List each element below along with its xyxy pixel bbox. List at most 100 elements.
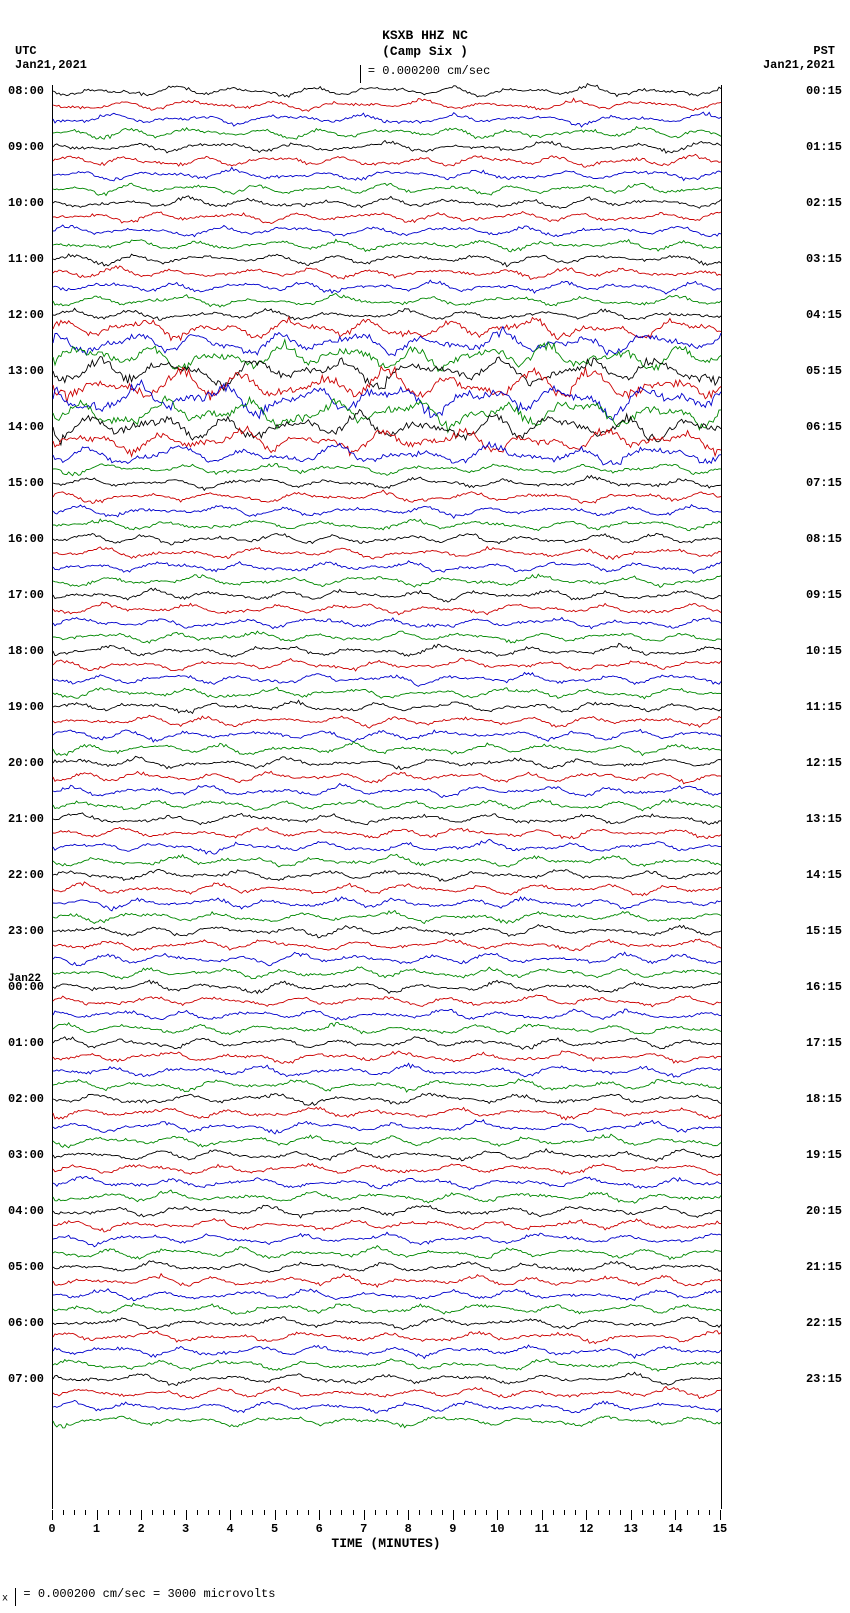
x-tick-minor xyxy=(174,1510,175,1515)
left-time-label: 02:00 xyxy=(8,1092,44,1106)
x-axis-title: TIME (MINUTES) xyxy=(52,1536,720,1551)
x-tick-minor xyxy=(63,1510,64,1515)
x-tick-minor xyxy=(152,1510,153,1515)
left-time-label: 22:00 xyxy=(8,868,44,882)
x-tick-minor xyxy=(119,1510,120,1515)
right-timezone: PST xyxy=(813,44,835,58)
left-time-label: 04:00 xyxy=(8,1204,44,1218)
scale-text: = 0.000200 cm/sec xyxy=(368,64,490,78)
left-time-label: 10:00 xyxy=(8,196,44,210)
x-tick-label: 0 xyxy=(48,1522,55,1536)
x-tick-minor xyxy=(219,1510,220,1515)
left-time-label: 14:00 xyxy=(8,420,44,434)
left-time-label: 05:00 xyxy=(8,1260,44,1274)
x-tick-major xyxy=(675,1510,676,1520)
left-time-label: 07:00 xyxy=(8,1372,44,1386)
x-tick-minor xyxy=(508,1510,509,1515)
x-tick-label: 11 xyxy=(535,1522,549,1536)
left-date: Jan21,2021 xyxy=(15,58,87,72)
right-time-label: 07:15 xyxy=(806,476,842,490)
left-time-label: 23:00 xyxy=(8,924,44,938)
x-tick-minor xyxy=(664,1510,665,1515)
left-time-label: 08:00 xyxy=(8,84,44,98)
right-time-label: 12:15 xyxy=(806,756,842,770)
seismogram-container: KSXB HHZ NC (Camp Six ) = 0.000200 cm/se… xyxy=(0,0,850,1613)
right-time-label: 14:15 xyxy=(806,868,842,882)
right-time-label: 08:15 xyxy=(806,532,842,546)
x-tick-minor xyxy=(486,1510,487,1515)
x-tick-major xyxy=(97,1510,98,1520)
x-tick-major xyxy=(319,1510,320,1520)
right-time-label: 03:15 xyxy=(806,252,842,266)
right-time-label: 22:15 xyxy=(806,1316,842,1330)
right-date: Jan21,2021 xyxy=(763,58,835,72)
x-tick-major xyxy=(408,1510,409,1520)
station-code: KSXB HHZ NC xyxy=(0,28,850,43)
right-time-label: 04:15 xyxy=(806,308,842,322)
trace-row xyxy=(53,85,721,1509)
x-tick-label: 4 xyxy=(227,1522,234,1536)
x-tick-minor xyxy=(431,1510,432,1515)
left-timezone: UTC xyxy=(15,44,37,58)
x-tick-label: 1 xyxy=(93,1522,100,1536)
x-tick-minor xyxy=(297,1510,298,1515)
left-time-label: 00:00 xyxy=(8,980,44,994)
x-tick-minor xyxy=(375,1510,376,1515)
x-tick-minor xyxy=(130,1510,131,1515)
left-time-label: 17:00 xyxy=(8,588,44,602)
x-tick-major xyxy=(364,1510,365,1520)
x-tick-minor xyxy=(252,1510,253,1515)
station-location: (Camp Six ) xyxy=(0,44,850,59)
right-time-label: 13:15 xyxy=(806,812,842,826)
x-tick-minor xyxy=(709,1510,710,1515)
left-time-label: 03:00 xyxy=(8,1148,44,1162)
x-tick-minor xyxy=(74,1510,75,1515)
x-tick-minor xyxy=(286,1510,287,1515)
x-tick-minor xyxy=(520,1510,521,1515)
x-tick-label: 15 xyxy=(713,1522,727,1536)
right-time-label: 06:15 xyxy=(806,420,842,434)
left-time-label: 15:00 xyxy=(8,476,44,490)
x-tick-major xyxy=(542,1510,543,1520)
x-tick-minor xyxy=(163,1510,164,1515)
x-tick-label: 12 xyxy=(579,1522,593,1536)
scale-indicator: = 0.000200 cm/sec xyxy=(0,62,850,80)
left-time-label: 20:00 xyxy=(8,756,44,770)
x-tick-minor xyxy=(598,1510,599,1515)
x-tick-minor xyxy=(575,1510,576,1515)
x-tick-major xyxy=(720,1510,721,1520)
x-tick-minor xyxy=(108,1510,109,1515)
x-axis: TIME (MINUTES) 0123456789101112131415 xyxy=(52,1510,720,1550)
right-time-label: 11:15 xyxy=(806,700,842,714)
x-tick-label: 8 xyxy=(405,1522,412,1536)
x-tick-minor xyxy=(208,1510,209,1515)
x-tick-minor xyxy=(464,1510,465,1515)
right-time-label: 16:15 xyxy=(806,980,842,994)
x-tick-minor xyxy=(386,1510,387,1515)
x-tick-major xyxy=(141,1510,142,1520)
x-tick-major xyxy=(453,1510,454,1520)
left-time-label: 09:00 xyxy=(8,140,44,154)
x-tick-label: 13 xyxy=(624,1522,638,1536)
x-tick-minor xyxy=(620,1510,621,1515)
right-time-label: 00:15 xyxy=(806,84,842,98)
x-tick-minor xyxy=(531,1510,532,1515)
x-tick-minor xyxy=(308,1510,309,1515)
x-tick-major xyxy=(497,1510,498,1520)
x-tick-minor xyxy=(687,1510,688,1515)
footer-text: = 0.000200 cm/sec = 3000 microvolts xyxy=(23,1588,275,1602)
right-time-label: 20:15 xyxy=(806,1204,842,1218)
x-tick-minor xyxy=(698,1510,699,1515)
right-time-label: 09:15 xyxy=(806,588,842,602)
x-tick-minor xyxy=(442,1510,443,1515)
x-tick-minor xyxy=(353,1510,354,1515)
x-tick-major xyxy=(631,1510,632,1520)
x-tick-minor xyxy=(264,1510,265,1515)
left-time-label: 19:00 xyxy=(8,700,44,714)
right-time-label: 17:15 xyxy=(806,1036,842,1050)
x-tick-label: 3 xyxy=(182,1522,189,1536)
plot-area xyxy=(52,85,722,1509)
right-time-label: 02:15 xyxy=(806,196,842,210)
left-time-label: 11:00 xyxy=(8,252,44,266)
right-time-label: 10:15 xyxy=(806,644,842,658)
